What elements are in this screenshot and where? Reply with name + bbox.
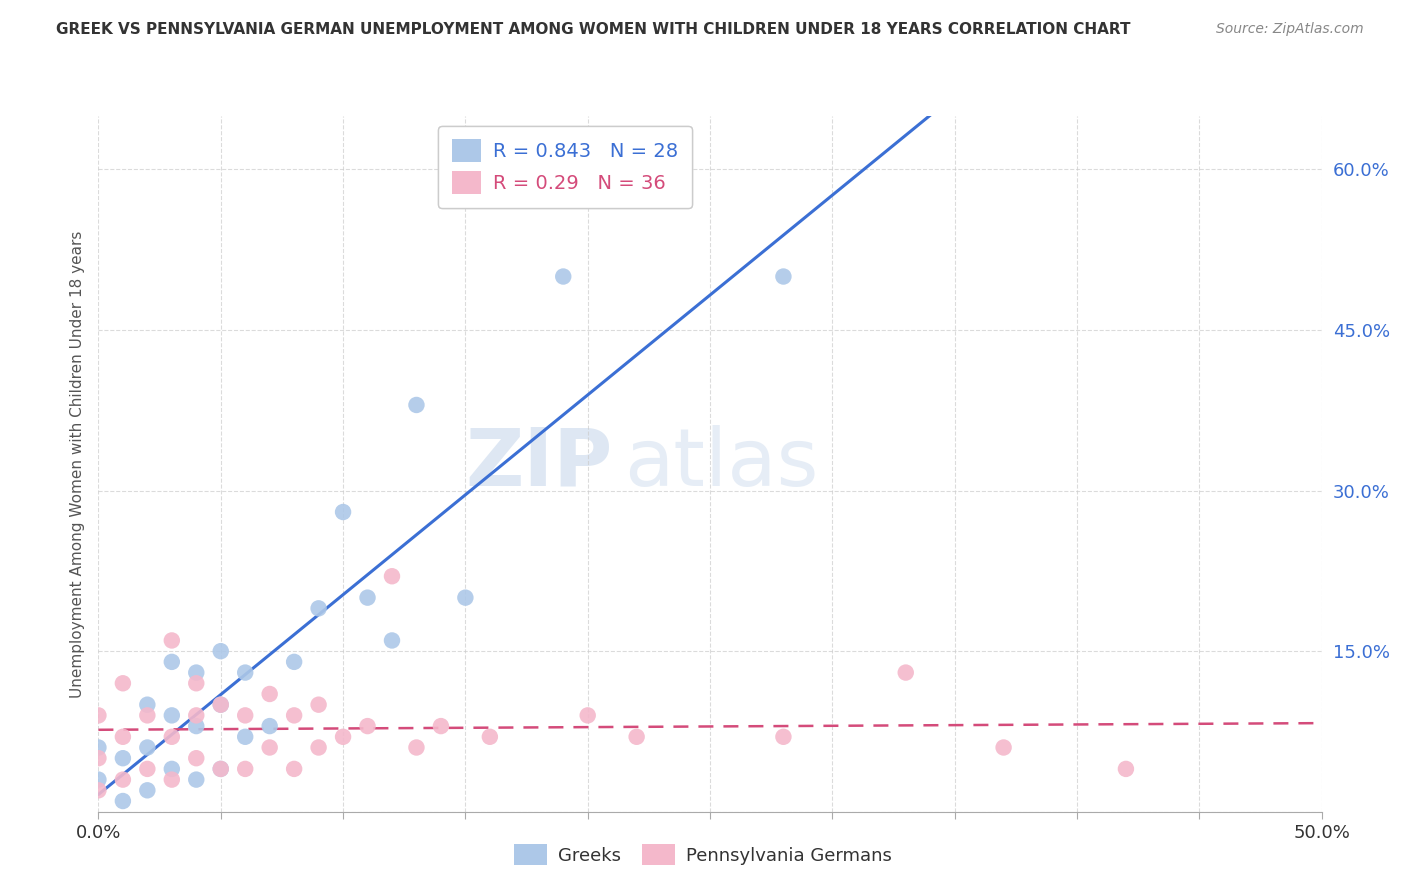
Point [136, 708, 159, 723]
Point [283, 655, 305, 669]
Point [111, 794, 134, 808]
Point [1115, 762, 1137, 776]
Point [259, 740, 281, 755]
Point [772, 269, 794, 284]
Point [209, 762, 232, 776]
Point [405, 398, 427, 412]
Point [186, 708, 208, 723]
Point [111, 676, 134, 690]
Point [136, 783, 159, 797]
Point [209, 698, 232, 712]
Point [259, 719, 281, 733]
Point [209, 698, 232, 712]
Point [332, 505, 354, 519]
Point [111, 751, 134, 765]
Point [233, 708, 256, 723]
Point [136, 762, 159, 776]
Point [553, 269, 575, 284]
Text: ZIP: ZIP [465, 425, 612, 503]
Point [259, 687, 281, 701]
Point [111, 730, 134, 744]
Point [209, 762, 232, 776]
Point [160, 655, 183, 669]
Point [87, 772, 110, 787]
Point [576, 708, 599, 723]
Point [87, 783, 110, 797]
Point [283, 708, 305, 723]
Point [993, 740, 1015, 755]
Text: Source: ZipAtlas.com: Source: ZipAtlas.com [1216, 22, 1364, 37]
Point [478, 730, 501, 744]
Point [430, 719, 453, 733]
Point [87, 751, 110, 765]
Point [160, 772, 183, 787]
Point [283, 762, 305, 776]
Legend: R = 0.843   N = 28, R = 0.29   N = 36: R = 0.843 N = 28, R = 0.29 N = 36 [439, 126, 692, 208]
Point [308, 698, 330, 712]
Point [209, 644, 232, 658]
Point [160, 708, 183, 723]
Point [233, 665, 256, 680]
Point [87, 740, 110, 755]
Point [87, 708, 110, 723]
Point [626, 730, 648, 744]
Legend: Greeks, Pennsylvania Germans: Greeks, Pennsylvania Germans [505, 835, 901, 874]
Point [332, 730, 354, 744]
Point [160, 762, 183, 776]
Point [308, 601, 330, 615]
Point [233, 762, 256, 776]
Point [381, 633, 404, 648]
Point [136, 740, 159, 755]
Point [772, 730, 794, 744]
Point [405, 740, 427, 755]
Point [136, 698, 159, 712]
Point [454, 591, 477, 605]
Point [381, 569, 404, 583]
Point [160, 633, 183, 648]
Point [894, 665, 917, 680]
Point [356, 719, 378, 733]
Point [186, 751, 208, 765]
Point [111, 772, 134, 787]
Point [308, 740, 330, 755]
Point [160, 730, 183, 744]
Point [356, 591, 378, 605]
Point [186, 665, 208, 680]
Text: atlas: atlas [624, 425, 818, 503]
Point [186, 719, 208, 733]
Y-axis label: Unemployment Among Women with Children Under 18 years: Unemployment Among Women with Children U… [69, 230, 84, 698]
Point [186, 676, 208, 690]
Point [233, 730, 256, 744]
Text: GREEK VS PENNSYLVANIA GERMAN UNEMPLOYMENT AMONG WOMEN WITH CHILDREN UNDER 18 YEA: GREEK VS PENNSYLVANIA GERMAN UNEMPLOYMEN… [56, 22, 1130, 37]
Point [186, 772, 208, 787]
